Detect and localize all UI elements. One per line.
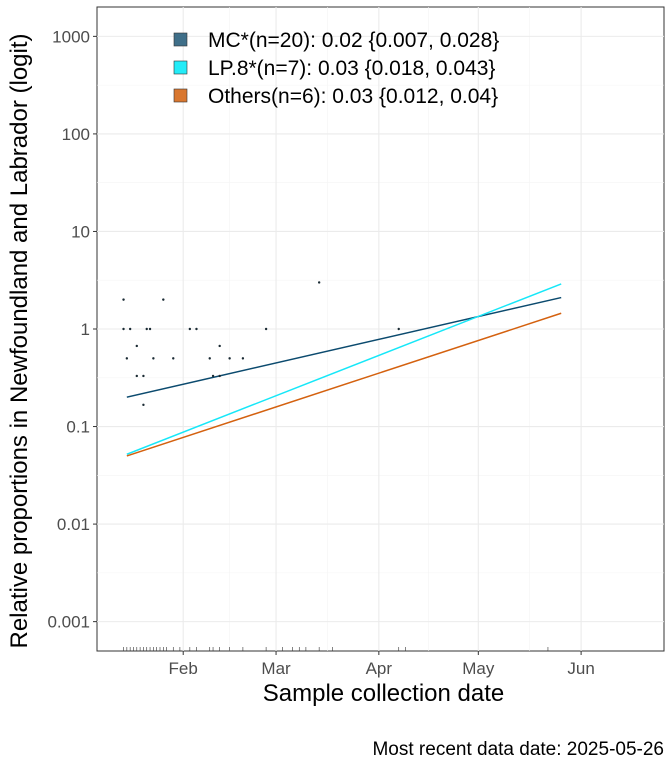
x-tick-label: Jun (567, 659, 594, 678)
data-point (148, 327, 152, 331)
data-point (122, 298, 125, 301)
caption: Most recent data date: 2025-05-26 (372, 739, 664, 760)
data-point (172, 357, 175, 360)
legend-label-2: Others(n=6): 0.03 {0.012, 0.04} (208, 85, 498, 108)
data-point (241, 357, 245, 360)
series-line-1 (126, 283, 562, 455)
y-axis-title: Relative proportions in Newfoundland and… (6, 33, 33, 648)
x-rug (123, 647, 549, 651)
data-point (125, 357, 129, 360)
data-point (397, 327, 400, 331)
x-axis-title: Sample collection date (263, 680, 504, 707)
data-point (208, 357, 211, 360)
data-point (228, 357, 231, 360)
x-tick-label: Apr (366, 659, 393, 678)
major-gridlines (97, 7, 664, 651)
y-tick-label: 0.01 (57, 515, 90, 534)
legend: MC*(n=20): 0.02 {0.007, 0.028} LP.8*(n=7)… (173, 29, 499, 108)
data-point (218, 344, 221, 348)
series-line-0 (126, 296, 562, 398)
y-tick-label: 0.001 (47, 613, 90, 632)
data-point (142, 374, 145, 378)
data-point (317, 281, 321, 284)
legend-key-0 (173, 32, 188, 47)
data-point (128, 327, 132, 331)
data-point (218, 374, 221, 378)
y-tick-label: 1000 (52, 27, 90, 46)
data-point (195, 327, 198, 331)
y-tick-label: 1 (81, 320, 90, 339)
y-axis-ticks: 0.001 0.01 0.1 1 10 100 1000 (47, 27, 97, 632)
data-point (188, 327, 192, 331)
data-point (264, 327, 268, 331)
x-axis-ticks: Feb Mar Apr May Jun (169, 651, 595, 678)
y-tick-label: 100 (62, 125, 90, 144)
data-point (122, 327, 125, 331)
x-tick-label: Mar (261, 659, 291, 678)
legend-key-2 (173, 88, 188, 103)
x-tick-label: May (462, 659, 495, 678)
data-point (162, 298, 165, 301)
data-point (135, 344, 138, 348)
data-point (142, 403, 145, 407)
series-line-2 (126, 312, 562, 457)
data-points (122, 281, 400, 407)
data-point (135, 374, 138, 378)
data-point (145, 327, 148, 331)
trend-lines (126, 283, 562, 457)
x-tick-label: Feb (169, 659, 198, 678)
data-point (211, 374, 215, 378)
data-point (152, 357, 155, 360)
legend-label-1: LP.8*(n=7): 0.03 {0.018, 0.043} (208, 57, 495, 80)
y-tick-label: 0.1 (66, 418, 90, 437)
legend-label-0: MC*(n=20): 0.02 {0.007, 0.028} (208, 29, 499, 52)
y-tick-label: 10 (71, 222, 90, 241)
legend-key-1 (173, 60, 188, 75)
